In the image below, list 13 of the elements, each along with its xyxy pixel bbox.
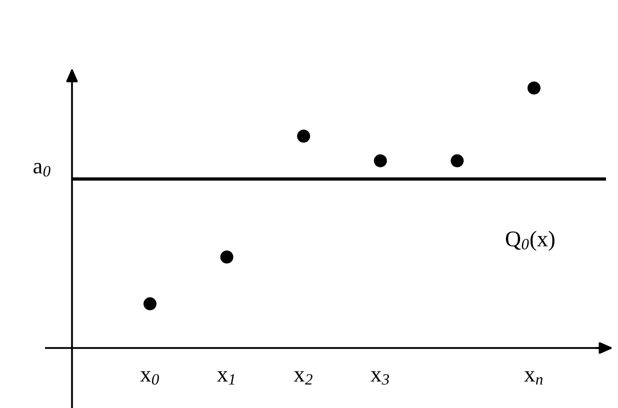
point <box>220 250 234 264</box>
x-tick-label: x$_{3}$ <box>370 371 390 385</box>
x-tick-label: x$_{0}$ <box>140 371 159 385</box>
text: a$_{0}$ <box>34 162 50 177</box>
x-tick-label: x$_{n}$ <box>524 371 543 385</box>
x-tick-label: x$_{2}$ <box>294 371 312 385</box>
point <box>143 297 157 310</box>
point <box>450 154 464 168</box>
x-tick-label: x$_{1}$ <box>217 371 234 385</box>
point <box>527 81 541 95</box>
point <box>374 154 387 168</box>
ref-line-label: Q$_{0}$(x) <box>506 230 554 251</box>
point <box>297 130 310 143</box>
